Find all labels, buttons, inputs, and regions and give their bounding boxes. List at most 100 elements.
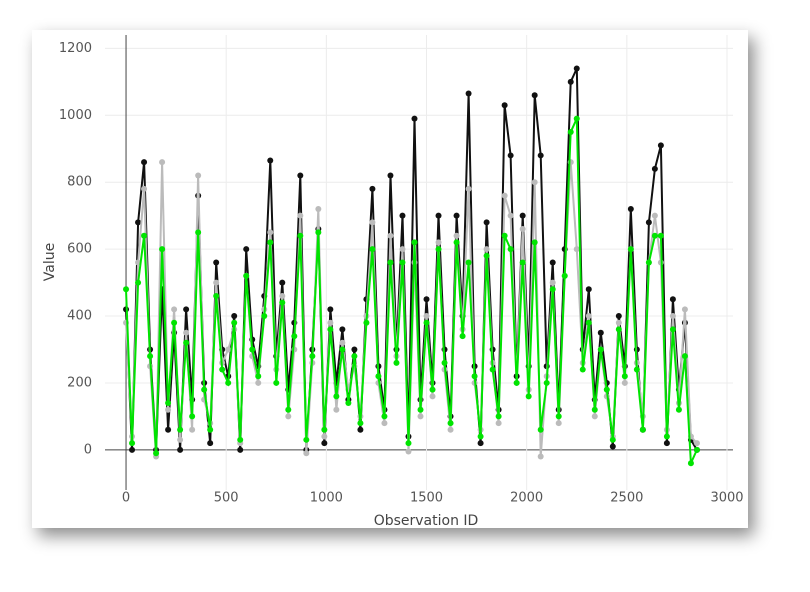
point <box>435 212 442 219</box>
point <box>339 346 346 353</box>
point <box>135 219 142 226</box>
point <box>597 346 604 353</box>
point <box>591 406 598 413</box>
point <box>639 426 646 433</box>
point <box>153 450 160 457</box>
point <box>129 440 136 447</box>
point <box>135 279 142 286</box>
point <box>183 339 190 346</box>
point <box>483 219 490 226</box>
point <box>129 446 136 453</box>
series <box>123 65 700 453</box>
x-tick-label: 0 <box>122 491 130 506</box>
point <box>441 359 448 366</box>
point <box>165 406 172 413</box>
point <box>123 286 130 293</box>
point <box>405 448 412 455</box>
point <box>279 279 286 286</box>
point <box>411 239 418 246</box>
point <box>465 185 472 192</box>
point <box>519 212 526 219</box>
point <box>159 246 166 253</box>
point <box>225 379 232 386</box>
point <box>387 232 394 239</box>
series-line <box>125 118 698 464</box>
point <box>303 450 310 457</box>
point <box>171 319 178 326</box>
point <box>147 353 154 360</box>
point <box>609 443 616 450</box>
point <box>255 373 262 380</box>
point <box>231 313 238 320</box>
point <box>333 406 340 413</box>
point <box>195 172 202 179</box>
point <box>213 279 220 286</box>
point <box>189 426 196 433</box>
point <box>489 366 496 373</box>
point <box>501 192 508 199</box>
point <box>255 379 262 386</box>
point <box>585 286 592 293</box>
point <box>423 313 430 320</box>
y-tick-label: 1200 <box>59 41 92 56</box>
point <box>567 129 574 136</box>
point <box>285 406 292 413</box>
point <box>495 413 502 420</box>
point <box>321 440 328 447</box>
point <box>417 406 424 413</box>
point <box>417 413 424 420</box>
point <box>645 219 652 226</box>
point <box>333 393 340 400</box>
point <box>369 185 376 192</box>
point <box>531 239 538 246</box>
point <box>579 366 586 373</box>
point <box>321 433 328 440</box>
series <box>123 115 700 467</box>
y-axis-title: Value <box>42 243 58 281</box>
point <box>507 246 514 253</box>
point <box>669 296 676 303</box>
point <box>207 440 214 447</box>
point <box>231 319 238 326</box>
point <box>327 326 334 333</box>
point <box>183 306 190 313</box>
point <box>267 157 274 164</box>
point <box>267 229 274 236</box>
point <box>399 259 406 266</box>
point <box>237 436 244 443</box>
point <box>237 446 244 453</box>
point <box>177 446 184 453</box>
point <box>513 379 520 386</box>
x-tick-label: 2500 <box>610 491 643 506</box>
point <box>381 413 388 420</box>
point <box>675 406 682 413</box>
point <box>315 205 322 212</box>
series-line <box>125 68 698 451</box>
point <box>327 319 334 326</box>
point <box>261 313 268 320</box>
point <box>381 420 388 427</box>
point <box>471 373 478 380</box>
point <box>423 319 430 326</box>
point <box>561 272 568 279</box>
point <box>183 329 190 336</box>
point <box>627 205 634 212</box>
point <box>399 246 406 253</box>
point <box>165 426 172 433</box>
x-axis-title: Observation ID <box>374 513 479 529</box>
y-tick-label: 600 <box>67 242 92 257</box>
point <box>405 440 412 447</box>
point <box>465 259 472 266</box>
point <box>387 172 394 179</box>
point <box>693 440 700 447</box>
point <box>327 306 334 313</box>
point <box>345 400 352 407</box>
point <box>663 433 670 440</box>
point <box>273 379 280 386</box>
point <box>615 319 622 326</box>
point <box>453 212 460 219</box>
point <box>141 232 148 239</box>
point <box>603 386 610 393</box>
